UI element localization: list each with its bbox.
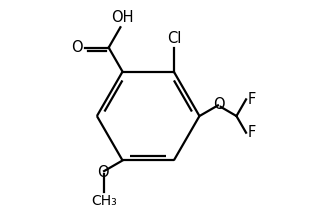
Text: F: F — [247, 92, 255, 107]
Text: CH₃: CH₃ — [91, 194, 117, 207]
Text: O: O — [213, 97, 225, 112]
Text: OH: OH — [111, 10, 134, 25]
Text: F: F — [247, 125, 255, 140]
Text: O: O — [71, 40, 83, 55]
Text: Cl: Cl — [166, 31, 181, 46]
Text: O: O — [97, 165, 109, 180]
